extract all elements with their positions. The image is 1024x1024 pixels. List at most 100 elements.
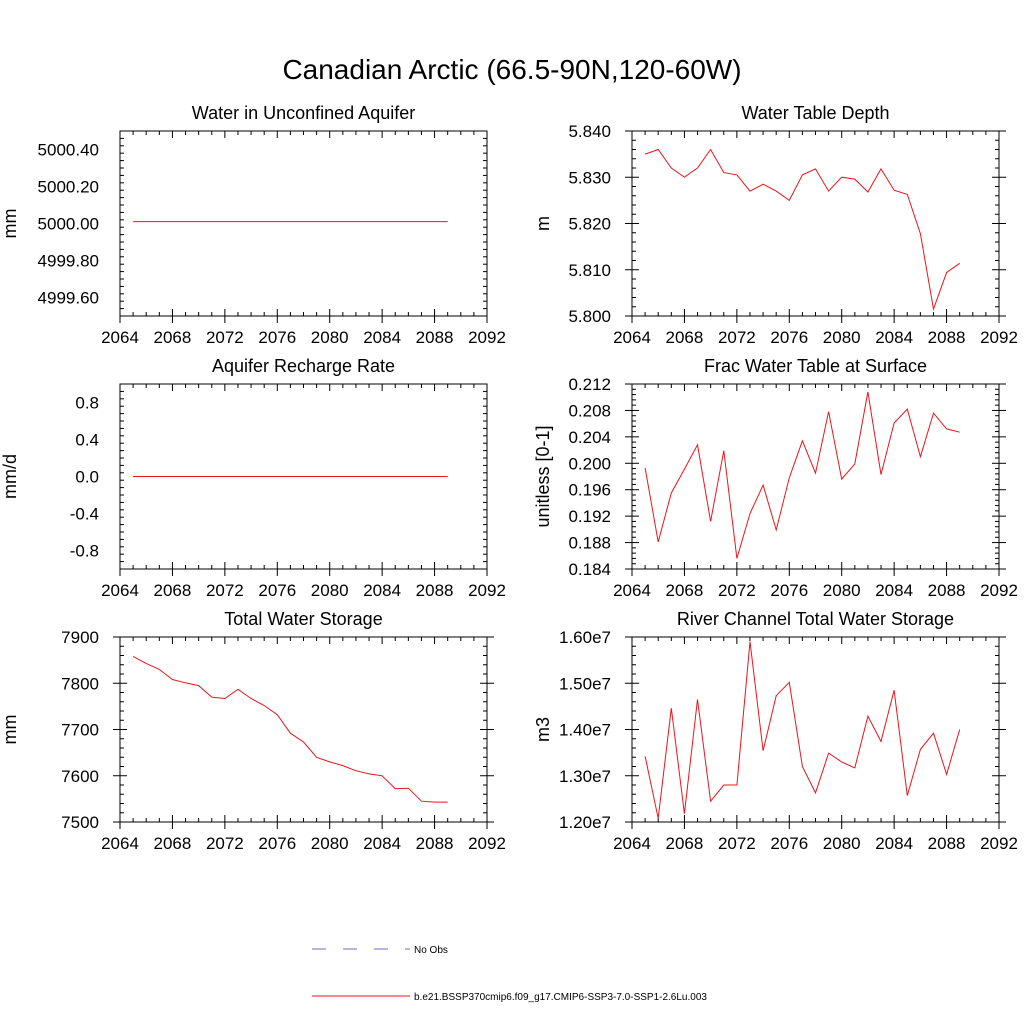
x-tick-label: 2064	[101, 328, 139, 347]
x-tick-label: 2084	[363, 834, 401, 853]
chart-panel-6: River Channel Total Water Storage 2064 206…	[533, 609, 1018, 853]
x-tick-label: 2064	[101, 581, 139, 600]
x-tick-label: 2072	[206, 581, 244, 600]
y-tick-label: 7700	[61, 721, 99, 740]
x-tick-label: 2084	[875, 328, 913, 347]
x-tick-label: 2076	[258, 834, 296, 853]
panel-title: Total Water Storage	[224, 609, 382, 629]
page-title: Canadian Arctic (66.5-90N,120-60W)	[282, 54, 742, 85]
x-tick-label: 2084	[875, 834, 913, 853]
y-tick-label: 0.4	[75, 431, 99, 450]
y-tick-label: 5.840	[568, 122, 611, 141]
x-tick-label: 2088	[416, 328, 454, 347]
series-line	[644, 391, 960, 559]
y-axis-label: m3	[533, 717, 553, 742]
y-axis-label: m	[533, 216, 553, 231]
series-line	[132, 655, 448, 803]
panel-title: Water Table Depth	[741, 103, 889, 123]
chart-panel-5: Total Water Storage 2064 2068 2072 2076 2080 2…	[0, 609, 506, 853]
chart-panel-2: Water Table Depth 2064 2068 2072 2076 2080 208…	[533, 103, 1018, 347]
x-tick-label: 2068	[666, 581, 704, 600]
x-tick-label: 2084	[875, 581, 913, 600]
x-tick-label: 2088	[416, 581, 454, 600]
y-tick-label: 5.810	[568, 261, 611, 280]
chart-panel-4: Frac Water Table at Surface 2064 2068 2072 2…	[533, 356, 1018, 600]
x-tick-label: 2068	[666, 834, 704, 853]
y-tick-label: -0.4	[70, 505, 99, 524]
panel-title: Aquifer Recharge Rate	[212, 356, 395, 376]
series-line	[644, 148, 960, 312]
panel-title: Water in Unconfined Aquifer	[192, 103, 415, 123]
legend: No Obs b.e21.BSSP370cmip6.f09_g17.CMIP6-S…	[312, 945, 707, 1003]
y-tick-label: 0.196	[568, 481, 611, 500]
y-tick-label: 1.50e7	[559, 674, 611, 693]
y-tick-label: 0.204	[568, 428, 611, 447]
x-tick-label: 2092	[980, 328, 1018, 347]
x-tick-label: 2080	[311, 834, 349, 853]
chart-panel-3: Aquifer Recharge Rate 2064 2068 2072 2076 208…	[0, 356, 506, 600]
plot-frame	[119, 636, 488, 823]
y-tick-label: 7900	[61, 628, 99, 647]
series-line	[644, 641, 961, 819]
x-tick-label: 2076	[770, 581, 808, 600]
y-axis-label: mm	[0, 715, 20, 745]
x-tick-label: 2088	[416, 834, 454, 853]
y-tick-label: 0.188	[568, 534, 611, 553]
y-tick-label: 0.208	[568, 401, 611, 420]
x-tick-label: 2088	[928, 328, 966, 347]
x-tick-label: 2092	[468, 581, 506, 600]
y-tick-label: 5000.40	[38, 141, 99, 160]
y-axis-label: unitless [0-1]	[533, 425, 553, 527]
y-tick-label: 1.20e7	[559, 813, 611, 832]
y-tick-label: 1.40e7	[559, 721, 611, 740]
y-tick-label: 0.184	[568, 560, 611, 579]
y-tick-label: -0.8	[70, 542, 99, 561]
x-tick-label: 2068	[154, 328, 192, 347]
x-tick-label: 2092	[980, 581, 1018, 600]
y-tick-label: 7800	[61, 674, 99, 693]
panel-title: Frac Water Table at Surface	[704, 356, 927, 376]
y-tick-label: 0.212	[568, 375, 611, 394]
x-tick-label: 2068	[154, 581, 192, 600]
chart-panel-1: Water in Unconfined Aquifer 2064 2068 2072 2…	[0, 103, 506, 347]
x-tick-label: 2064	[101, 834, 139, 853]
x-tick-label: 2076	[770, 834, 808, 853]
x-tick-label: 2072	[206, 328, 244, 347]
x-tick-label: 2080	[311, 328, 349, 347]
y-tick-label: 5000.20	[38, 178, 99, 197]
x-tick-label: 2088	[928, 581, 966, 600]
x-tick-label: 2092	[980, 834, 1018, 853]
y-tick-label: 4999.80	[38, 252, 99, 271]
y-axis-label: mm/d	[0, 454, 20, 499]
x-tick-label: 2064	[613, 834, 651, 853]
plot-frame	[631, 130, 1000, 317]
x-tick-label: 2072	[718, 581, 756, 600]
x-tick-label: 2072	[206, 834, 244, 853]
x-tick-label: 2084	[363, 581, 401, 600]
y-tick-label: 0.0	[75, 468, 99, 487]
plot-frame	[119, 130, 488, 317]
x-tick-label: 2080	[823, 834, 861, 853]
y-tick-label: 5.820	[568, 215, 611, 234]
y-tick-label: 0.8	[75, 394, 99, 413]
x-tick-label: 2084	[363, 328, 401, 347]
legend-label-obs: No Obs	[414, 945, 448, 956]
x-tick-label: 2072	[718, 328, 756, 347]
x-tick-label: 2092	[468, 328, 506, 347]
x-tick-label: 2076	[770, 328, 808, 347]
x-tick-label: 2088	[928, 834, 966, 853]
y-axis-label: mm	[0, 209, 20, 239]
x-tick-label: 2064	[613, 328, 651, 347]
panel-title: River Channel Total Water Storage	[677, 609, 954, 629]
x-tick-label: 2080	[311, 581, 349, 600]
plot-frame	[631, 383, 1000, 570]
y-tick-label: 1.60e7	[559, 628, 611, 647]
x-tick-label: 2080	[823, 581, 861, 600]
y-tick-label: 0.192	[568, 507, 611, 526]
x-tick-label: 2068	[154, 834, 192, 853]
x-tick-label: 2064	[613, 581, 651, 600]
x-tick-label: 2080	[823, 328, 861, 347]
legend-label-model: b.e21.BSSP370cmip6.f09_g17.CMIP6-SSP3-7.…	[414, 992, 707, 1003]
x-tick-label: 2072	[718, 834, 756, 853]
